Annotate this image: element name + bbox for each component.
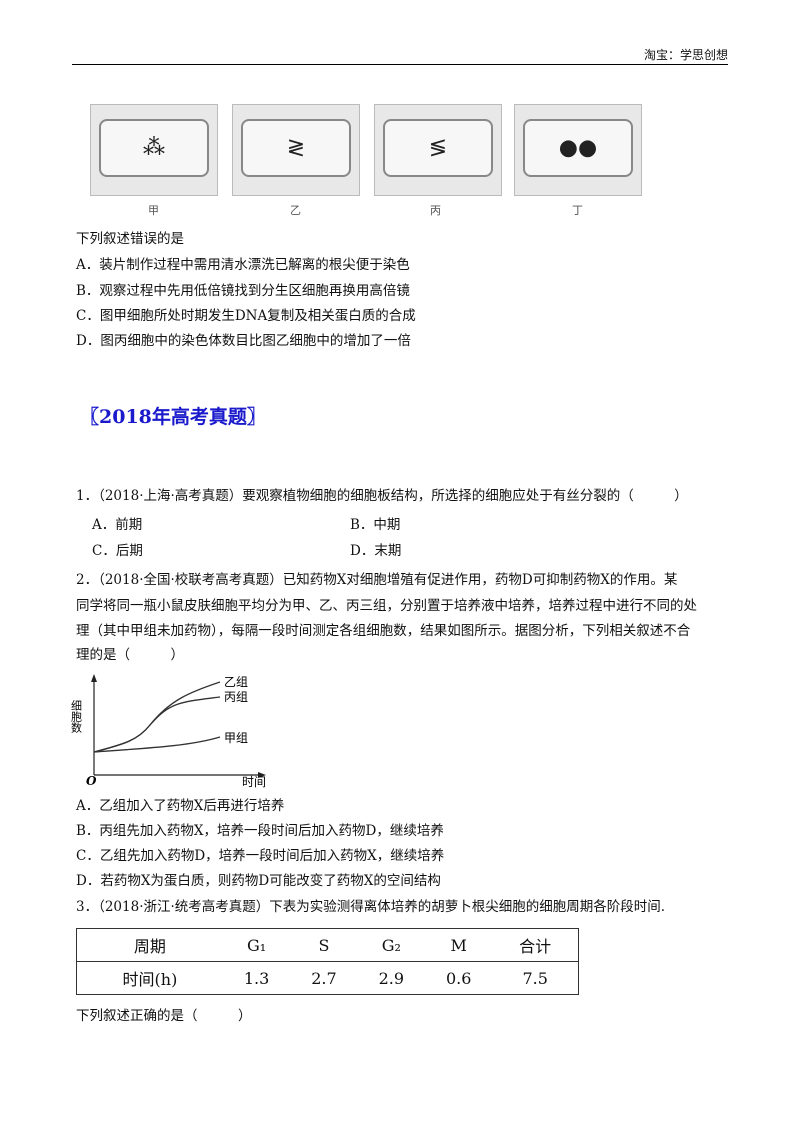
x-axis-label: 时间 xyxy=(242,775,266,789)
table-cell: G₂ xyxy=(357,928,425,962)
cell-image-1: ⁂ xyxy=(90,104,218,196)
q1-stem: 1．（2018·上海·高考真题）要观察植物细胞的细胞板结构，所选择的细胞应处于有… xyxy=(76,488,688,504)
q2-line: 同学将同一瓶小鼠皮肤细胞平均分为甲、乙、丙三组，分别置于培养液中培养，培养过程中… xyxy=(76,598,697,614)
series-bing-line xyxy=(93,696,221,753)
q2-option-c: C．乙组先加入药物D，培养一段时间后加入药物X，继续培养 xyxy=(76,848,445,864)
question-stem: 下列叙述错误的是 xyxy=(76,231,184,247)
table-cell: 时间(h) xyxy=(76,961,223,995)
y-axis-arrow xyxy=(91,674,97,682)
header-rule xyxy=(72,64,728,65)
q1-option-d: D．末期 xyxy=(350,543,402,559)
q2-option-d: D．若药物X为蛋白质，则药物D可能改变了药物X的空间结构 xyxy=(76,873,441,889)
section-title: 〖2018年高考真题〗 xyxy=(80,406,266,428)
cell-label: 甲 xyxy=(148,204,159,217)
x-axis-arrow xyxy=(258,772,266,778)
q2-line: 理的是（ ） xyxy=(76,647,184,663)
table-cell: 周期 xyxy=(76,928,223,962)
q1-option-b: B．中期 xyxy=(350,517,401,533)
cell-image-2: ≷ xyxy=(232,104,360,196)
series-label-jia: 甲组 xyxy=(224,731,248,745)
q1-option-a: A．前期 xyxy=(92,517,143,533)
table-cell: 2.7 xyxy=(290,961,358,995)
table-header-row: 周期 G₁ S G₂ M 合计 xyxy=(76,928,579,962)
origin-label: O xyxy=(86,774,97,788)
series-jia-line xyxy=(93,736,221,753)
header-text: 淘宝：学思创想 xyxy=(643,48,728,62)
cell-image-3: ≶ xyxy=(374,104,502,196)
q2-option-a: A．乙组加入了药物X后再进行培养 xyxy=(76,798,285,814)
option-a: A．装片制作过程中需用清水漂洗已解离的根尖便于染色 xyxy=(76,257,410,273)
series-label-yi: 乙组 xyxy=(224,675,248,689)
cell-label: 丙 xyxy=(430,204,441,217)
q2-option-b: B．丙组先加入药物X，培养一段时间后加入药物D，继续培养 xyxy=(76,823,444,839)
cell-label: 乙 xyxy=(290,204,301,217)
y-axis-label: 细胞数 xyxy=(70,700,83,734)
q3-after: 下列叙述正确的是（ ） xyxy=(76,1008,252,1024)
table-cell: G₁ xyxy=(222,928,291,962)
cell-label: 丁 xyxy=(572,204,583,217)
option-b: B．观察过程中先用低倍镜找到分生区细胞再换用高倍镜 xyxy=(76,283,410,299)
cell-cycle-table: 周期 G₁ S G₂ M 合计 时间(h) 1.3 2.7 2.9 0.6 7.… xyxy=(76,928,579,995)
q1-option-c: C．后期 xyxy=(92,543,143,559)
option-c: C．图甲细胞所处时期发生DNA复制及相关蛋白质的合成 xyxy=(76,308,416,324)
table-cell: 0.6 xyxy=(425,961,493,995)
table-cell: 7.5 xyxy=(492,961,579,995)
growth-chart: 乙组 丙组 甲组 O 时间 细胞数 xyxy=(70,674,266,789)
table-cell: S xyxy=(290,928,358,962)
table-cell: 合计 xyxy=(492,928,579,962)
cell-image-4: ●● xyxy=(514,104,642,196)
q2-line: 理（其中甲组未加药物），每隔一段时间测定各组细胞数，结果如图所示。据图分析，下列… xyxy=(76,623,691,639)
option-d: D．图丙细胞中的染色体数目比图乙细胞中的增加了一倍 xyxy=(76,333,411,349)
table-cell: M xyxy=(425,928,493,962)
table-cell: 2.9 xyxy=(357,961,425,995)
table-cell: 1.3 xyxy=(222,961,291,995)
series-label-bing: 丙组 xyxy=(224,690,248,704)
table-row: 时间(h) 1.3 2.7 2.9 0.6 7.5 xyxy=(76,961,579,995)
q2-line: 2．（2018·全国·校联考高考真题）已知药物X对细胞增殖有促进作用，药物D可抑… xyxy=(76,572,678,588)
q3-stem: 3．（2018·浙江·统考高考真题）下表为实验测得离体培养的胡萝卜根尖细胞的细胞… xyxy=(76,899,666,915)
